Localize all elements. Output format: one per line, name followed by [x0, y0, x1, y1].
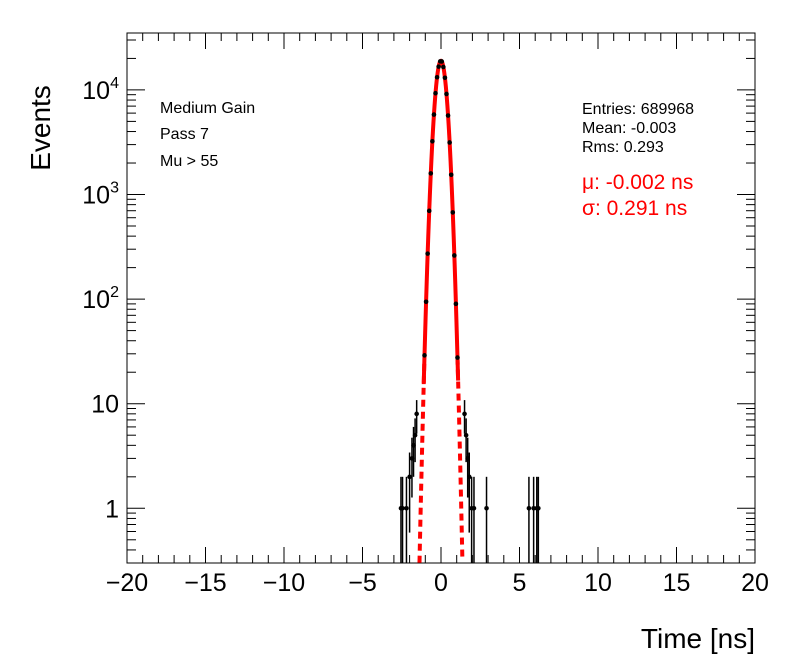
fit-mu-label: μ: -0.002 ns: [582, 171, 693, 194]
data-point: [404, 506, 409, 511]
data-point: [448, 172, 454, 178]
data-point: [428, 171, 434, 176]
data-point: [450, 210, 456, 215]
data-point: [423, 299, 429, 305]
annotation-gain: Medium Gain: [160, 100, 255, 117]
data-point: [431, 112, 437, 117]
data-point: [407, 474, 412, 480]
x-tick-label: −15: [184, 569, 226, 597]
data-point: [462, 411, 467, 417]
stats-mean: Mean: -0.003: [582, 120, 676, 137]
data-point: [465, 456, 470, 461]
data-point: [422, 353, 427, 358]
data-point: [526, 506, 532, 511]
fit-curve-extension-right: [455, 357, 465, 559]
x-tick-label: 0: [434, 569, 448, 597]
data-point: [445, 113, 451, 118]
data-points: [398, 59, 541, 511]
y-tick-label: 10: [91, 391, 119, 419]
x-tick-label: 5: [513, 569, 527, 597]
y-axis-label: Events: [25, 85, 56, 171]
plot-area: [126, 32, 756, 564]
data-point: [447, 140, 452, 145]
data-point: [436, 64, 441, 69]
data-point: [536, 506, 541, 511]
fit-curve: [421, 58, 461, 385]
y-tick-label: 1: [105, 495, 119, 523]
x-tick-label: −20: [106, 569, 148, 597]
data-point: [444, 91, 449, 97]
fit-curve-group: [417, 58, 465, 563]
y-tick-label: 102: [82, 284, 119, 314]
data-point: [433, 90, 438, 96]
data-point: [434, 74, 440, 80]
data-point: [426, 208, 432, 214]
x-axis-label: Time [ns]: [641, 623, 755, 654]
data-point: [425, 251, 430, 256]
data-point: [463, 432, 469, 438]
data-point: [452, 253, 457, 258]
y-tick-label: 103: [82, 180, 119, 210]
data-point: [453, 301, 459, 307]
axis-ticks: [126, 33, 756, 564]
x-tick-labels: −20 −15 −10 −5 0 5 10 15 20: [106, 569, 769, 597]
data-point: [430, 139, 435, 144]
data-point: [409, 456, 415, 461]
annotation-mu-cut: Mu > 55: [160, 153, 218, 170]
data-point: [439, 59, 445, 64]
y-tick-labels: 1 10 102 103 104: [82, 75, 119, 523]
data-point: [400, 506, 405, 511]
data-point: [484, 506, 489, 511]
x-tick-label: 20: [741, 569, 769, 597]
stats-entries: Entries: 689968: [582, 101, 694, 118]
x-tick-label: 15: [663, 569, 691, 597]
data-point: [455, 355, 460, 360]
y-tick-label: 104: [82, 75, 119, 105]
fit-curve-extension-left: [417, 360, 427, 563]
x-tick-label: 10: [584, 569, 612, 597]
data-point: [414, 411, 419, 417]
annotation-pass: Pass 7: [160, 126, 209, 143]
data-point: [466, 474, 472, 480]
data-point: [471, 506, 477, 511]
stats-rms: Rms: 0.293: [582, 139, 664, 156]
data-point: [441, 64, 446, 70]
data-point: [442, 75, 448, 81]
fit-sigma-label: σ: 0.291 ns: [582, 197, 687, 220]
data-point: [412, 432, 418, 438]
x-tick-label: −5: [348, 569, 377, 597]
data-point: [411, 443, 416, 448]
x-tick-label: −10: [263, 569, 305, 597]
